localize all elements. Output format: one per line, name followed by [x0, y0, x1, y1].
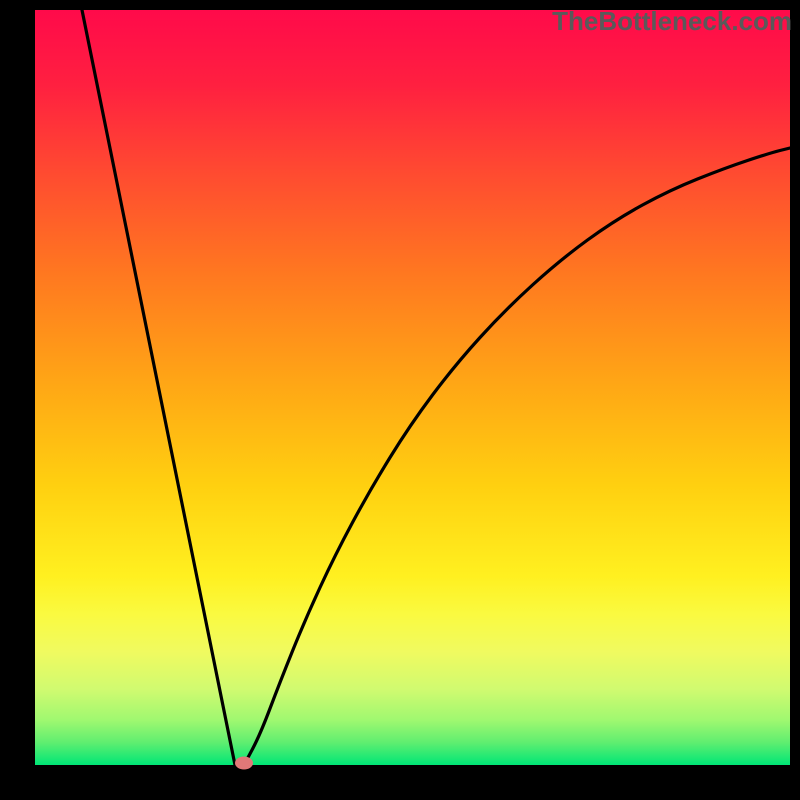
watermark-text: TheBottleneck.com: [552, 6, 792, 37]
chart-container: TheBottleneck.com: [0, 0, 800, 800]
optimal-point-marker: [235, 757, 253, 770]
gradient-background: [35, 10, 790, 765]
bottleneck-chart-plot: [35, 10, 790, 765]
